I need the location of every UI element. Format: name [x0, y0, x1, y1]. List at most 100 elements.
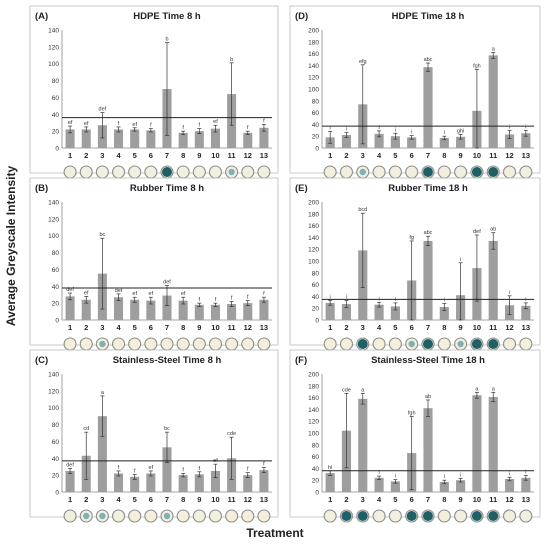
well-icon: [323, 337, 337, 351]
well-icon: [225, 337, 239, 351]
y-tick-label: 140: [308, 63, 319, 70]
well-icon: [208, 509, 223, 523]
x-tick-label: 13: [522, 151, 530, 160]
x-tick-label: 11: [228, 323, 236, 332]
significance-label: i: [330, 125, 331, 131]
y-tick-label: 120: [308, 75, 319, 82]
x-tick-label: 10: [473, 323, 481, 332]
x-tick-label: 9: [197, 323, 201, 332]
y-tick-label: 80: [52, 78, 60, 85]
well-stain-icon: [423, 339, 433, 349]
x-tick-label: 9: [459, 495, 463, 504]
panel-label: (D): [295, 11, 308, 22]
well-icon: [176, 165, 190, 179]
significance-label: ab: [490, 227, 496, 233]
bar: [65, 470, 75, 492]
x-tick-label: 13: [522, 495, 530, 504]
well-icon: [502, 165, 517, 179]
well-icon: [339, 165, 354, 179]
well-icon: [144, 509, 158, 523]
x-tick-label: 8: [442, 323, 446, 332]
well-icon: [128, 509, 142, 523]
x-tick-label: 9: [459, 151, 463, 160]
bar: [130, 299, 140, 320]
bar: [81, 299, 91, 320]
significance-label: def: [115, 288, 123, 294]
well-icon: [323, 165, 337, 179]
y-tick-label: 100: [308, 87, 319, 94]
x-tick-label: 5: [133, 495, 137, 504]
x-tick-label: 10: [211, 495, 219, 504]
x-tick-label: 5: [393, 495, 397, 504]
significance-label: fg: [409, 235, 414, 241]
x-tick-label: 6: [149, 151, 153, 160]
significance-label: f: [231, 295, 233, 301]
well-icon: [241, 509, 255, 523]
x-tick-label: 8: [181, 323, 185, 332]
well-icon: [128, 165, 142, 179]
y-tick-label: 200: [308, 200, 319, 207]
significance-label: f: [199, 123, 201, 129]
significance-label: i: [395, 474, 396, 480]
bar: [504, 134, 515, 148]
significance-label: ab: [425, 394, 431, 400]
bar: [114, 297, 124, 320]
y-tick-label: 0: [55, 490, 59, 497]
well-icon: [257, 509, 271, 523]
bar: [146, 130, 156, 148]
x-tick-label: 10: [211, 323, 219, 332]
bar: [341, 304, 352, 320]
y-tick-label: 100: [48, 233, 59, 240]
bar: [390, 136, 400, 148]
y-tick-label: 200: [308, 372, 319, 379]
well-icon: [192, 165, 206, 179]
x-tick-label: 10: [211, 151, 219, 160]
well-icon: [144, 337, 158, 351]
significance-label: f: [199, 297, 201, 303]
bar: [210, 128, 220, 148]
well-stain-icon: [408, 340, 415, 348]
bar: [194, 474, 204, 492]
y-tick-label: 120: [48, 44, 59, 51]
bar: [374, 304, 384, 320]
bar: [325, 302, 335, 320]
x-tick-label: 7: [165, 495, 169, 504]
bar: [374, 133, 384, 148]
x-tick-label: 3: [100, 151, 104, 160]
well-stain-icon: [99, 340, 106, 348]
bar: [114, 473, 124, 492]
well-icon: [144, 165, 158, 179]
x-tick-label: 11: [489, 495, 497, 504]
significance-label: def: [66, 462, 74, 468]
x-tick-label: 4: [377, 151, 382, 160]
y-tick-label: 0: [315, 146, 319, 153]
significance-label: abc: [424, 57, 433, 63]
significance-label: f: [134, 468, 136, 474]
bar: [259, 299, 269, 320]
well-icon: [519, 509, 533, 523]
significance-label: efg: [359, 59, 367, 65]
well-stain-icon: [488, 339, 499, 349]
significance-label: a: [492, 46, 496, 52]
significance-label: ef: [84, 121, 89, 127]
x-tick-label: 7: [165, 151, 169, 160]
significance-label: ef: [149, 465, 154, 471]
y-tick-label: 140: [308, 407, 319, 414]
x-tick-label: 12: [505, 495, 513, 504]
well-icon: [63, 165, 77, 179]
x-tick-label: 13: [260, 323, 268, 332]
x-tick-label: 1: [328, 151, 332, 160]
well-icon: [241, 337, 255, 351]
well-stain-icon: [228, 168, 235, 176]
bar: [243, 475, 253, 492]
x-tick-label: 11: [228, 151, 236, 160]
significance-label: ef: [149, 291, 154, 297]
significance-label: f: [182, 125, 184, 131]
significance-label: def: [66, 287, 74, 293]
well-stain-icon: [83, 512, 90, 520]
x-tick-label: 9: [459, 323, 463, 332]
x-tick-label: 3: [361, 323, 365, 332]
x-tick-label: 3: [100, 323, 104, 332]
well-icon: [79, 165, 93, 179]
bar: [325, 473, 335, 492]
